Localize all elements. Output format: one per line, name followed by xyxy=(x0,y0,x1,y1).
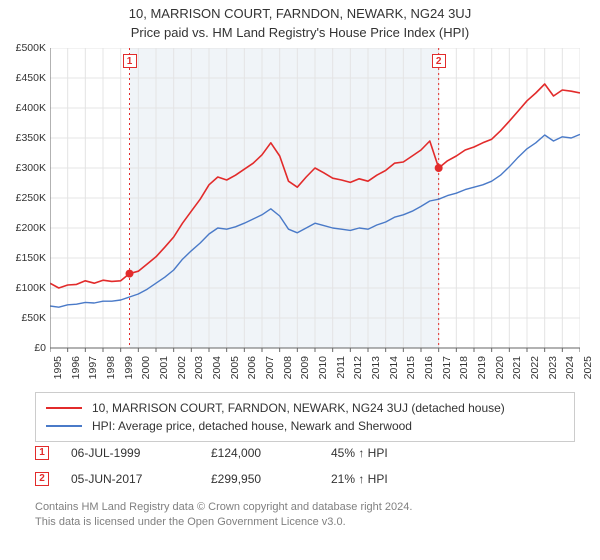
footnote-line: This data is licensed under the Open Gov… xyxy=(35,515,575,530)
legend-row: HPI: Average price, detached house, Newa… xyxy=(46,417,564,435)
y-axis-tick-label: £400K xyxy=(2,102,46,114)
y-axis-tick-label: £0 xyxy=(2,342,46,354)
chart-title-line2: Price paid vs. HM Land Registry's House … xyxy=(0,25,600,40)
legend-label: HPI: Average price, detached house, Newa… xyxy=(92,419,412,433)
event-row: 1 06-JUL-1999 £124,000 45% ↑ HPI xyxy=(35,446,575,460)
y-axis-tick-label: £500K xyxy=(2,42,46,54)
footnote: Contains HM Land Registry data © Crown c… xyxy=(35,500,575,530)
legend-label: 10, MARRISON COURT, FARNDON, NEWARK, NG2… xyxy=(92,401,505,415)
chart-plot: 12 xyxy=(50,48,580,378)
event-marker-icon: 1 xyxy=(35,446,49,460)
y-axis-tick-label: £300K xyxy=(2,162,46,174)
legend-row: 10, MARRISON COURT, FARNDON, NEWARK, NG2… xyxy=(46,399,564,417)
y-axis-tick-label: £150K xyxy=(2,252,46,264)
x-axis-tick-label: 2025 xyxy=(582,356,594,386)
event-marker-icon: 2 xyxy=(35,472,49,486)
legend-swatch xyxy=(46,407,82,409)
legend-swatch xyxy=(46,425,82,427)
event-date: 05-JUN-2017 xyxy=(71,472,211,486)
event-pct: 21% ↑ HPI xyxy=(331,472,461,486)
legend: 10, MARRISON COURT, FARNDON, NEWARK, NG2… xyxy=(35,392,575,442)
event-row: 2 05-JUN-2017 £299,950 21% ↑ HPI xyxy=(35,472,575,486)
event-marker-icon: 2 xyxy=(432,54,446,68)
chart-title-line1: 10, MARRISON COURT, FARNDON, NEWARK, NG2… xyxy=(0,6,600,21)
event-price: £299,950 xyxy=(211,472,331,486)
event-marker-icon: 1 xyxy=(123,54,137,68)
y-axis-tick-label: £450K xyxy=(2,72,46,84)
footnote-line: Contains HM Land Registry data © Crown c… xyxy=(35,500,575,515)
event-price: £124,000 xyxy=(211,446,331,460)
y-axis-tick-label: £250K xyxy=(2,192,46,204)
y-axis-tick-label: £200K xyxy=(2,222,46,234)
event-date: 06-JUL-1999 xyxy=(71,446,211,460)
y-axis-tick-label: £350K xyxy=(2,132,46,144)
event-pct: 45% ↑ HPI xyxy=(331,446,461,460)
y-axis-tick-label: £50K xyxy=(2,312,46,324)
y-axis-tick-label: £100K xyxy=(2,282,46,294)
